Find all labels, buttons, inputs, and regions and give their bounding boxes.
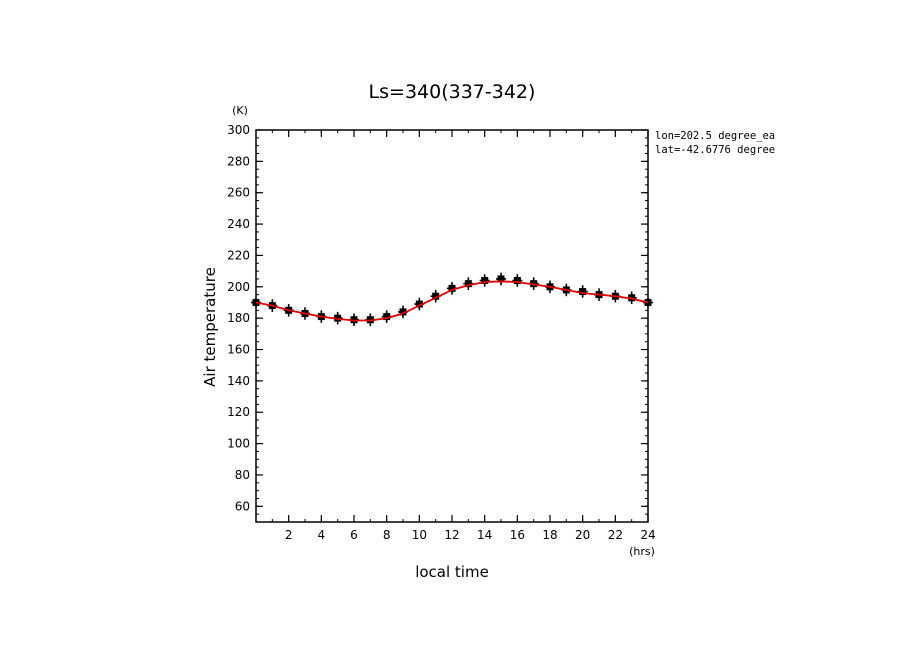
marker-square <box>481 277 489 285</box>
data-point <box>577 285 588 298</box>
y-tick-label: 200 <box>227 280 250 294</box>
y-tick-label: 280 <box>227 154 250 168</box>
x-tick-label: 8 <box>383 528 391 542</box>
x-tick-label: 2 <box>285 528 293 542</box>
marker-square <box>448 284 456 292</box>
y-tick-label: 120 <box>227 405 250 419</box>
y-tick-label: 220 <box>227 248 250 262</box>
x-tick-label: 6 <box>350 528 358 542</box>
y-tick-label: 240 <box>227 217 250 231</box>
x-tick-label: 16 <box>510 528 525 542</box>
marker-square <box>252 298 260 306</box>
marker-square <box>383 313 391 321</box>
fit-line <box>255 280 649 322</box>
marker-square <box>432 292 440 300</box>
y-axis-label: Air temperature <box>201 267 219 387</box>
annotation-lon: lon=202.5 degree_ea <box>655 130 775 142</box>
y-tick-label: 60 <box>235 499 250 513</box>
marker-square <box>415 300 423 308</box>
x-axis-label: local time <box>415 563 489 581</box>
marker-square <box>399 308 407 316</box>
marker-square <box>579 288 587 296</box>
y-tick-label: 140 <box>227 374 250 388</box>
x-tick-label: 20 <box>575 528 590 542</box>
plot-area <box>251 272 653 326</box>
x-unit-label: (hrs) <box>629 545 655 558</box>
y-unit-label: (K) <box>232 104 248 117</box>
y-tick-label: 160 <box>227 343 250 357</box>
x-tick-label: 10 <box>412 528 427 542</box>
marker-square <box>464 280 472 288</box>
y-tick-label: 260 <box>227 186 250 200</box>
y-tick-label: 180 <box>227 311 250 325</box>
marker-square <box>497 275 505 283</box>
y-tick-label: 300 <box>227 123 250 137</box>
plot-frame <box>255 129 649 523</box>
x-tick-label: 18 <box>542 528 557 542</box>
x-tick-label: 22 <box>608 528 623 542</box>
y-tick-label: 100 <box>227 437 250 451</box>
y-tick-label: 80 <box>235 468 250 482</box>
x-tick-label: 14 <box>477 528 492 542</box>
data-point <box>512 274 523 287</box>
data-point <box>496 272 506 286</box>
chart-title: Ls=340(337-342) <box>369 81 536 103</box>
x-tick-label: 24 <box>640 528 655 542</box>
x-tick-label: 4 <box>318 528 326 542</box>
marker-square <box>513 277 521 285</box>
axis-ticks: 2 4 6 8 10 12 14 16 18 20 22 2460801001201401601802… <box>227 123 656 542</box>
x-tick-label: 12 <box>444 528 459 542</box>
data-point <box>479 274 490 287</box>
annotation-lat: lat=-42.6776 degree <box>655 144 775 156</box>
